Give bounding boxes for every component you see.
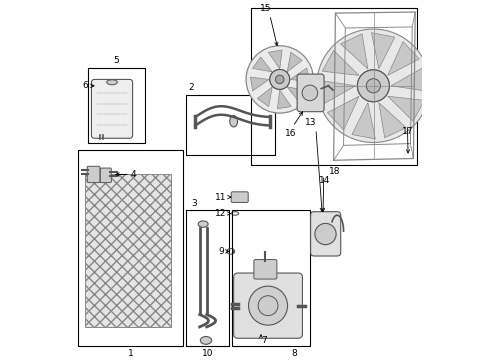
Circle shape bbox=[270, 69, 290, 89]
Text: 4: 4 bbox=[131, 170, 136, 179]
Polygon shape bbox=[322, 50, 359, 75]
Ellipse shape bbox=[200, 337, 212, 344]
Circle shape bbox=[275, 75, 284, 84]
Circle shape bbox=[246, 46, 314, 113]
Polygon shape bbox=[250, 77, 269, 91]
Polygon shape bbox=[388, 42, 419, 75]
FancyBboxPatch shape bbox=[231, 192, 248, 202]
Text: 5: 5 bbox=[114, 55, 120, 64]
Bar bbox=[88, 68, 145, 143]
Text: 12: 12 bbox=[215, 209, 226, 218]
Polygon shape bbox=[327, 96, 359, 130]
Polygon shape bbox=[287, 52, 302, 72]
Polygon shape bbox=[371, 33, 395, 69]
Text: 11: 11 bbox=[215, 193, 226, 202]
Circle shape bbox=[302, 85, 318, 101]
Ellipse shape bbox=[107, 80, 117, 85]
Polygon shape bbox=[287, 87, 307, 102]
Ellipse shape bbox=[230, 116, 238, 127]
Text: 9: 9 bbox=[218, 247, 224, 256]
Polygon shape bbox=[341, 34, 368, 69]
Circle shape bbox=[366, 79, 380, 93]
Polygon shape bbox=[291, 68, 309, 82]
Polygon shape bbox=[391, 68, 426, 91]
Text: 6: 6 bbox=[83, 81, 89, 90]
FancyBboxPatch shape bbox=[311, 212, 341, 256]
Bar bbox=[232, 210, 310, 346]
Polygon shape bbox=[252, 57, 272, 72]
Polygon shape bbox=[269, 50, 282, 69]
Bar bbox=[187, 210, 229, 346]
Bar bbox=[251, 9, 417, 165]
Text: 3: 3 bbox=[191, 199, 197, 208]
Circle shape bbox=[317, 29, 430, 143]
Bar bbox=[85, 175, 171, 327]
Text: 13: 13 bbox=[305, 118, 317, 127]
Circle shape bbox=[315, 224, 336, 245]
FancyBboxPatch shape bbox=[254, 260, 277, 279]
Polygon shape bbox=[379, 103, 406, 138]
Circle shape bbox=[357, 70, 390, 102]
Text: 8: 8 bbox=[292, 349, 297, 358]
Circle shape bbox=[357, 70, 390, 102]
Text: 18: 18 bbox=[329, 167, 340, 176]
FancyBboxPatch shape bbox=[92, 80, 133, 138]
Bar bbox=[78, 150, 183, 346]
Text: 15: 15 bbox=[260, 4, 271, 13]
Circle shape bbox=[270, 69, 290, 89]
Text: 7: 7 bbox=[262, 336, 268, 345]
Polygon shape bbox=[277, 90, 291, 109]
Ellipse shape bbox=[198, 221, 208, 227]
Circle shape bbox=[248, 286, 288, 325]
Text: 17: 17 bbox=[402, 127, 413, 136]
FancyBboxPatch shape bbox=[234, 273, 302, 338]
Polygon shape bbox=[257, 87, 272, 107]
Polygon shape bbox=[320, 81, 356, 104]
Polygon shape bbox=[388, 96, 424, 121]
FancyBboxPatch shape bbox=[100, 168, 111, 183]
Polygon shape bbox=[352, 103, 375, 139]
Text: 14: 14 bbox=[319, 176, 330, 185]
FancyBboxPatch shape bbox=[87, 166, 100, 183]
Bar bbox=[187, 95, 275, 155]
FancyBboxPatch shape bbox=[297, 74, 324, 112]
Circle shape bbox=[258, 296, 278, 316]
Text: 10: 10 bbox=[202, 349, 214, 358]
Text: 16: 16 bbox=[285, 129, 296, 138]
Text: 1: 1 bbox=[128, 349, 134, 358]
Text: 2: 2 bbox=[188, 83, 194, 92]
